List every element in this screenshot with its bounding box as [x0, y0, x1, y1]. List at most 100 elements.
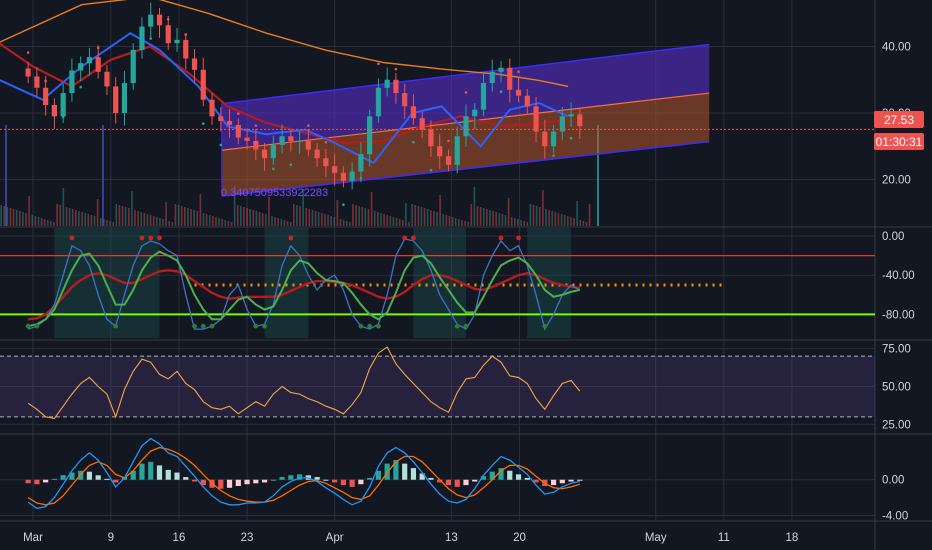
sar-dot: [237, 112, 240, 115]
candle-body: [270, 144, 276, 159]
candle-body: [244, 137, 250, 141]
volume-bar: [121, 206, 124, 226]
volume-bar: [339, 219, 342, 226]
volume-bar: [576, 201, 578, 226]
volume-bar: [199, 194, 202, 226]
macd-panel[interactable]: [25, 437, 583, 510]
volume-bar: [208, 215, 211, 226]
macd-line: [27, 437, 580, 510]
macd-histogram-bar: [568, 479, 574, 482]
macd-histogram-bar: [60, 475, 66, 480]
macd-histogram-bar: [323, 479, 329, 481]
candle-body: [305, 140, 311, 150]
macd-histogram-bar: [367, 477, 373, 480]
candle: [104, 65, 110, 96]
candle: [314, 142, 320, 167]
volume-bar: [510, 217, 513, 226]
price-candles[interactable]: [25, 2, 583, 190]
volume-bar: [367, 209, 370, 226]
macd-histogram-bar: [139, 463, 145, 480]
volume-bar: [68, 208, 71, 226]
sar-dot: [447, 139, 450, 143]
macd-histogram-bar: [393, 460, 399, 480]
candle: [410, 94, 417, 125]
volume-bar: [34, 216, 37, 226]
macd-histogram-bar: [349, 479, 355, 487]
sar-dot: [184, 33, 188, 36]
volume-bar: [299, 206, 301, 226]
candle-body: [533, 106, 539, 132]
volume-bar: [171, 222, 174, 226]
candle: [480, 73, 487, 117]
macd-histogram-bar: [148, 461, 154, 480]
volume-bar: [146, 214, 149, 226]
volume-bar: [28, 196, 30, 226]
volume-bar: [314, 211, 317, 226]
macd-histogram-bar: [218, 479, 224, 489]
stoch-oversold-dot: [192, 323, 197, 329]
volume-bar: [78, 211, 80, 226]
candle: [454, 126, 460, 174]
volume-bar: [358, 206, 360, 226]
candle-body: [235, 124, 241, 138]
channel-upper-fill: [221, 44, 710, 151]
stoch-overbought-dot: [139, 235, 145, 241]
rsi-panel[interactable]: [0, 346, 875, 420]
macd-histogram-bar: [332, 479, 338, 483]
candle: [507, 58, 513, 103]
volume-bar: [501, 214, 504, 226]
sar-dots: [26, 17, 573, 207]
candle-body: [174, 39, 180, 44]
rsi-band-fill: [0, 356, 875, 417]
candle-body: [253, 140, 259, 150]
x-tick-label: 16: [173, 532, 186, 544]
candle-body: [437, 146, 443, 157]
volume-bar: [255, 211, 258, 226]
volume-bar: [112, 222, 114, 226]
sar-dot: [201, 122, 205, 125]
sar-dot: [377, 62, 380, 66]
candle: [472, 103, 478, 129]
sar-dot: [272, 167, 275, 171]
volume-bar: [395, 218, 398, 226]
macd-histogram-bar: [507, 470, 513, 480]
candle: [297, 131, 303, 154]
volume-bar: [423, 208, 426, 226]
macd-histogram-bar: [191, 479, 198, 482]
stoch-overbought-dot: [411, 235, 416, 241]
stochastic-panel[interactable]: [0, 235, 875, 331]
macd-histogram-bar: [43, 479, 49, 483]
volume-bar: [115, 204, 118, 226]
candle-body: [550, 131, 557, 147]
candle: [51, 98, 58, 129]
candle-body: [288, 136, 294, 141]
macd-histogram-bar: [174, 472, 180, 480]
candle-body: [34, 76, 40, 88]
y-tick-label: 0.00: [882, 475, 904, 487]
sar-dot: [79, 85, 82, 89]
sar-dot: [307, 124, 310, 127]
macd-histogram-bar: [410, 468, 417, 480]
volume-bar: [535, 206, 538, 226]
candle: [121, 71, 128, 126]
volume-bar: [106, 220, 108, 226]
candle: [288, 129, 294, 152]
macd-histogram-bar: [445, 479, 452, 486]
candle-body: [297, 140, 303, 142]
candle-body: [445, 156, 452, 165]
volume-bar: [579, 220, 582, 226]
volume-bar: [131, 191, 133, 226]
volume-bar: [40, 218, 43, 226]
volume-bar: [305, 208, 308, 226]
volume-bar: [392, 217, 395, 226]
volume-bar: [495, 212, 497, 226]
candle: [209, 93, 215, 125]
candle: [25, 61, 31, 84]
volume-bar: [542, 190, 544, 226]
sar-dot: [464, 91, 468, 94]
volume-bar: [18, 211, 21, 226]
candle: [253, 128, 259, 161]
macd-histogram-bar: [183, 477, 189, 480]
candle: [191, 49, 198, 83]
candle: [577, 107, 583, 139]
